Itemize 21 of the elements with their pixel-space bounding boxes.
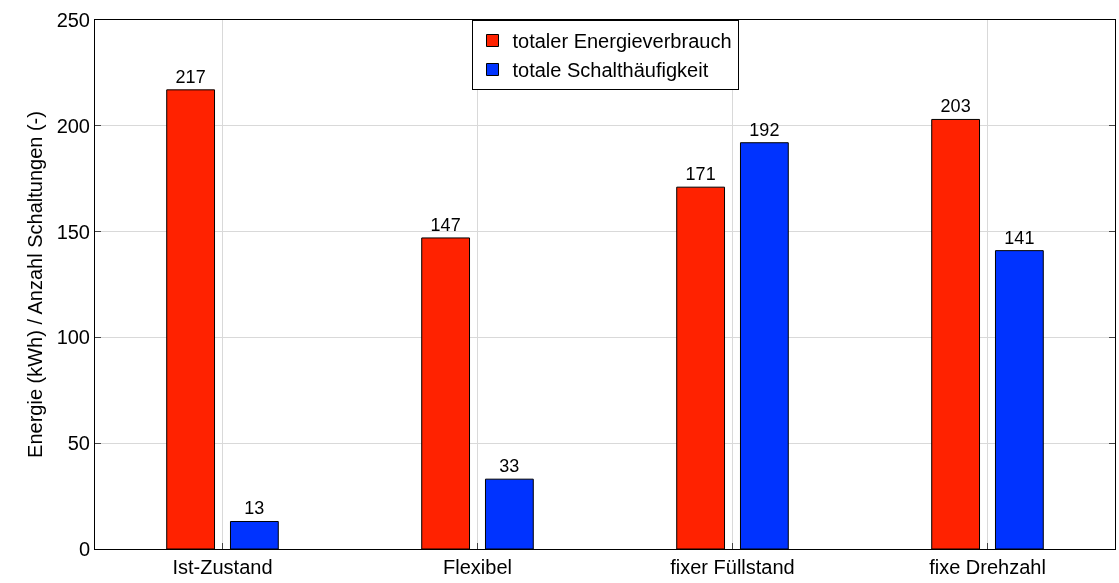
legend-label: totale Schalthäufigkeit [512, 59, 709, 82]
y-tick-label: 50 [67, 432, 90, 455]
x-tick-label: fixer Füllstand [670, 556, 795, 578]
x-tick-label: Flexibel [443, 556, 512, 578]
data-label: 13 [244, 498, 265, 519]
legend-label: totaler Energieverbrauch [512, 30, 732, 53]
data-label: 192 [749, 119, 780, 140]
data-label: 147 [430, 214, 461, 235]
x-tick-label: fixe Drehzahl [929, 556, 1046, 578]
data-label: 217 [175, 66, 206, 87]
y-axis-title: Energie (kWh) / Anzahl Schaltungen (-) [24, 111, 47, 458]
x-tick-label: Ist-Zustand [172, 556, 273, 578]
data-label: 141 [1004, 227, 1035, 248]
y-tick-label: 200 [56, 114, 90, 137]
y-tick-label: 100 [56, 326, 90, 349]
data-label: 203 [940, 96, 971, 117]
data-label: 33 [499, 456, 520, 477]
y-tick-label: 0 [78, 538, 90, 560]
y-tick-label: 150 [56, 220, 90, 243]
data-label: 171 [685, 164, 716, 185]
y-tick-label: 250 [56, 9, 90, 31]
